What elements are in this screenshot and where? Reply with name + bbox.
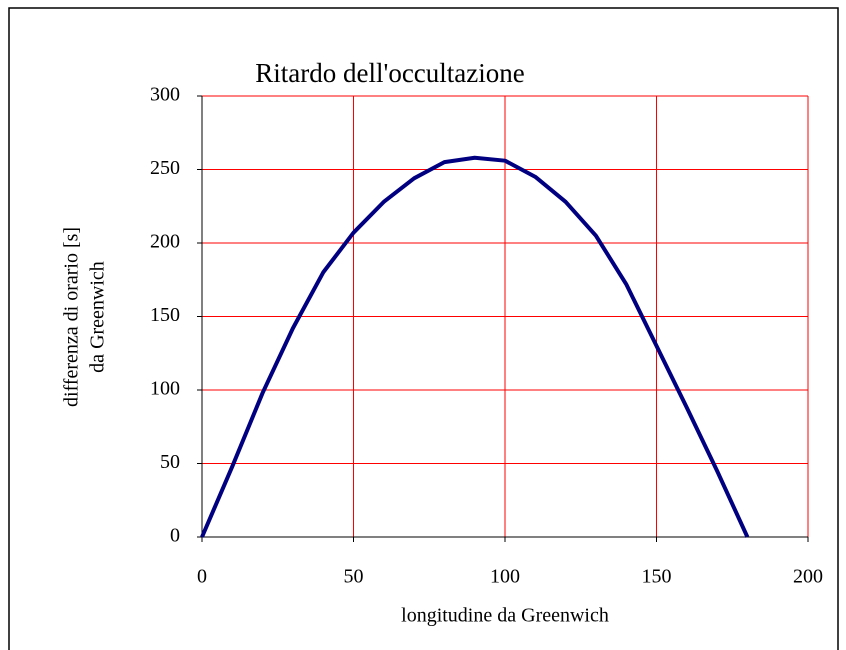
y-tick-label: 250 [150,157,180,179]
chart-title: Ritardo dell'occultazione [255,58,525,88]
y-tick-label: 300 [150,84,180,106]
x-tick-label: 100 [490,566,520,588]
y-axis-label-line: differenza di orario [s] [61,227,83,407]
x-axis-label: longitudine da Greenwich [401,605,609,627]
x-tick-label: 50 [344,566,364,588]
x-tick-label: 150 [642,566,672,588]
y-axis-label-line: da Greenwich [87,261,109,373]
y-tick-label: 50 [160,451,180,473]
y-tick-label: 0 [170,525,180,547]
chart-frame [8,7,839,650]
x-tick-label: 200 [793,566,823,588]
y-tick-label: 200 [150,231,180,253]
data-line [200,155,750,538]
y-tick-label: 150 [150,304,180,326]
y-tick-label: 100 [150,378,180,400]
y-axis-label: differenza di orario [s] da Greenwich [61,227,109,407]
x-tick-label: 0 [197,566,207,588]
